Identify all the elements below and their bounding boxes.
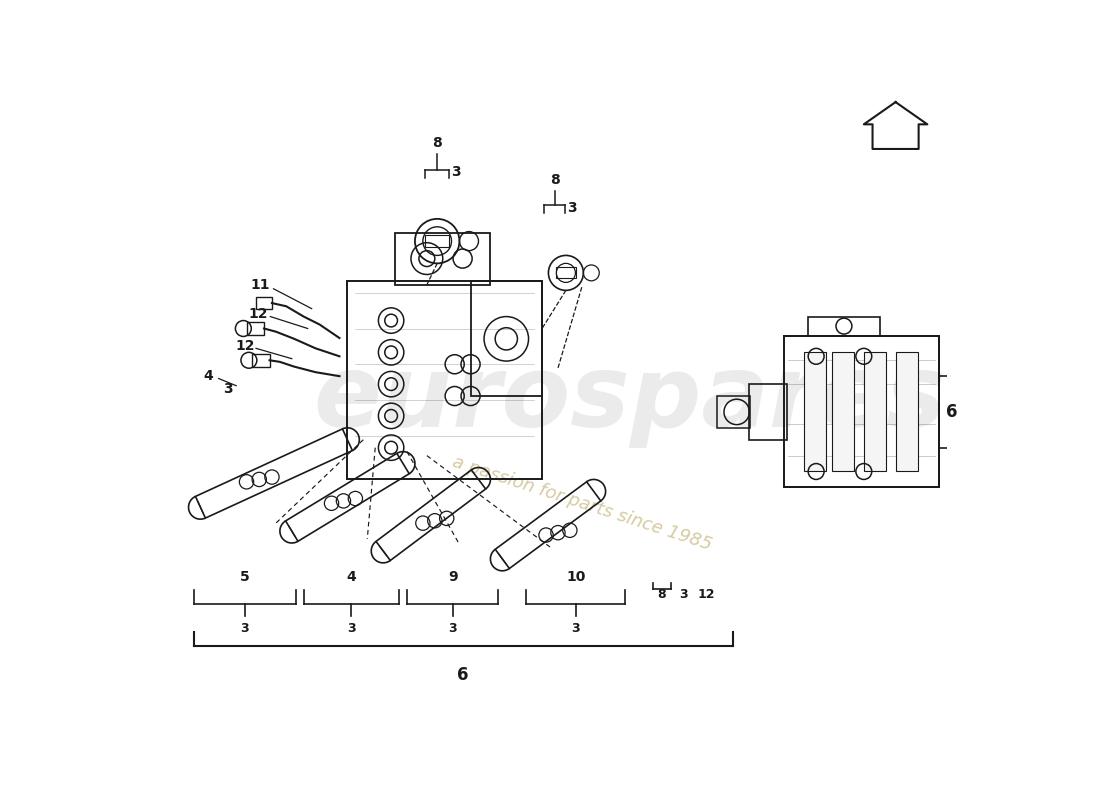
Text: 10: 10 — [566, 570, 586, 583]
Text: 12: 12 — [697, 588, 715, 601]
Bar — [808, 317, 880, 337]
Bar — [395, 233, 491, 285]
Polygon shape — [864, 102, 927, 149]
Bar — [252, 354, 270, 366]
Text: 3: 3 — [568, 201, 578, 214]
Bar — [717, 396, 750, 428]
Bar — [895, 352, 917, 471]
Text: eurospares: eurospares — [314, 351, 946, 449]
Text: 9: 9 — [449, 570, 458, 583]
Text: 12: 12 — [235, 339, 254, 353]
Bar — [557, 267, 576, 278]
Text: 3: 3 — [449, 622, 456, 634]
Bar — [426, 234, 449, 247]
Text: 8: 8 — [550, 173, 560, 187]
Text: 3: 3 — [679, 588, 688, 601]
Bar — [864, 352, 887, 471]
Text: 5: 5 — [240, 570, 250, 583]
Text: 3: 3 — [241, 622, 250, 634]
Text: 3: 3 — [223, 382, 233, 396]
Text: a passion for parts since 1985: a passion for parts since 1985 — [450, 453, 714, 554]
Text: 6: 6 — [456, 666, 469, 684]
Text: 11: 11 — [251, 278, 271, 292]
Bar — [471, 281, 542, 396]
Bar — [246, 322, 264, 335]
Text: 3: 3 — [348, 622, 355, 634]
Bar — [832, 352, 855, 471]
Text: 4: 4 — [346, 570, 356, 583]
Text: 8: 8 — [432, 136, 442, 150]
Text: 12: 12 — [249, 307, 268, 321]
Text: 3: 3 — [451, 165, 461, 179]
Text: 6: 6 — [946, 403, 957, 421]
Bar — [784, 337, 939, 487]
Bar — [348, 281, 542, 479]
Text: 8: 8 — [657, 588, 665, 601]
Text: 4: 4 — [204, 369, 213, 383]
Bar — [749, 384, 786, 440]
Bar — [256, 297, 272, 310]
Bar — [804, 352, 826, 471]
Bar — [939, 376, 959, 448]
Text: 3: 3 — [572, 622, 580, 634]
